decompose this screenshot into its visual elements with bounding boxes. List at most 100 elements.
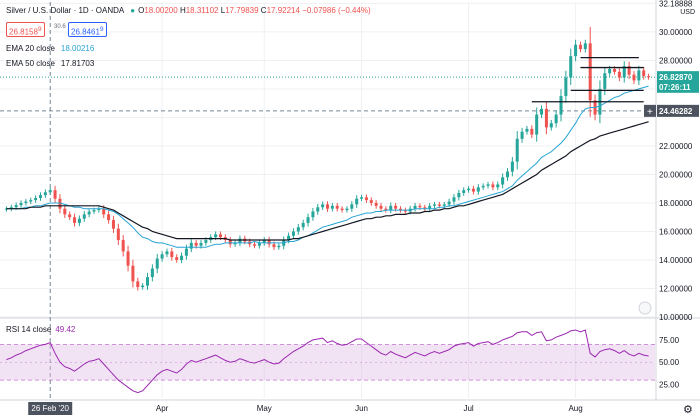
candle-body <box>564 77 568 97</box>
currency-label: USD <box>680 9 695 16</box>
candle-body <box>116 228 120 241</box>
add-alert-icon: + <box>647 107 653 118</box>
candle-body <box>355 198 359 205</box>
candle-body <box>335 205 339 209</box>
candle-body <box>24 201 28 203</box>
candle-body <box>544 108 548 128</box>
bar-countdown-label: 07:26:11 <box>659 83 691 92</box>
candle-body <box>145 277 150 286</box>
candle-body <box>111 220 115 229</box>
time-tick-label: May <box>257 404 272 413</box>
candle-body <box>583 43 587 50</box>
ema50-value: 17.81703 <box>60 59 95 68</box>
candle-body <box>165 251 169 255</box>
candle-body <box>428 205 432 209</box>
candle-body <box>233 242 237 245</box>
candle-body <box>73 217 77 223</box>
candle-body <box>291 231 295 236</box>
settings-gear-icon: ⚙ <box>683 403 693 416</box>
candle-body <box>642 70 646 77</box>
candle-body <box>471 188 475 192</box>
high-value: 18.31102 <box>185 6 219 15</box>
candle-body <box>457 192 461 198</box>
candle-body <box>340 208 344 211</box>
open-label: O <box>138 6 145 15</box>
price-tick-label: 30.00000 <box>659 28 693 37</box>
candle-body <box>384 208 388 211</box>
candle-body <box>126 251 130 266</box>
candle-body <box>14 205 18 208</box>
candle-body <box>228 240 232 245</box>
candle-body <box>238 238 242 243</box>
high-label: H <box>179 6 186 15</box>
candle-body <box>194 242 198 246</box>
candle-body <box>632 74 636 81</box>
candle-body <box>467 188 471 191</box>
rsi-tick-label: 50.00 <box>659 358 680 367</box>
close-value: 17.92214 <box>266 6 300 15</box>
candle-body <box>121 240 125 252</box>
candle-body <box>433 204 437 206</box>
candle-body <box>82 214 86 219</box>
candle-body <box>389 205 393 211</box>
candle-body <box>413 205 417 209</box>
candle-body <box>77 218 81 223</box>
candle-body <box>569 56 573 78</box>
candle-body <box>613 68 617 72</box>
ask-pip: 9 <box>99 26 104 33</box>
candle-body <box>462 190 466 193</box>
candle-body <box>535 114 539 135</box>
ema50-legend[interactable]: EMA 50 close 17.81703 <box>6 59 94 68</box>
tradingview-logo <box>638 301 652 315</box>
sell-button[interactable]: 26.81589 <box>6 22 45 37</box>
candle-body <box>34 197 38 201</box>
candle-body <box>43 192 47 196</box>
change-value: −0.07986 (−0.44%) <box>302 6 371 15</box>
price-tick-label: 22.00000 <box>659 142 693 151</box>
price-tick-label: 12.00000 <box>659 284 693 293</box>
ask-price: 26.8461 <box>71 27 100 37</box>
candle-body <box>540 108 544 115</box>
candle-body <box>515 138 519 162</box>
candle-body <box>476 187 480 192</box>
ema50-line <box>6 121 649 241</box>
candle-body <box>447 201 451 205</box>
ema20-label: EMA 20 close <box>6 44 55 53</box>
candle-body <box>262 240 266 243</box>
candle-body <box>9 207 13 209</box>
candle-body <box>398 208 402 211</box>
candle-body <box>608 68 612 74</box>
candle-body <box>520 131 524 139</box>
candle-body <box>87 211 91 215</box>
candle-body <box>184 248 188 256</box>
candle-body <box>525 128 529 132</box>
time-tick-label: Jun <box>355 404 368 413</box>
candle-body <box>345 208 349 211</box>
spread-value: 30.6 <box>54 24 66 30</box>
last-price-label: 26.82870 <box>659 73 693 82</box>
candle-body <box>559 96 563 115</box>
buy-button[interactable]: 26.84619 <box>68 22 107 37</box>
candle-body <box>53 190 57 199</box>
crosshair-price-label-box <box>657 104 699 117</box>
rsi-value: 49.42 <box>55 325 76 334</box>
close-label: C <box>260 6 267 15</box>
candle-body <box>637 70 641 81</box>
candle-body <box>267 240 271 245</box>
market-status-icon: ● <box>130 6 136 15</box>
candle-body <box>102 208 106 215</box>
candle-body <box>481 185 485 188</box>
candle-body <box>647 76 651 78</box>
rsi-legend[interactable]: RSI 14 close 49.42 <box>6 325 75 334</box>
crosshair-price-label: 24.46282 <box>659 107 693 116</box>
ema20-legend[interactable]: EMA 20 close 18.00216 <box>6 44 94 53</box>
candle-body <box>510 161 514 172</box>
candle-body <box>180 255 184 260</box>
candle-body <box>311 211 315 218</box>
candle-body <box>214 234 218 238</box>
candle-body <box>68 214 72 218</box>
add-alert-button-box <box>644 104 656 117</box>
candle-body <box>394 205 398 209</box>
